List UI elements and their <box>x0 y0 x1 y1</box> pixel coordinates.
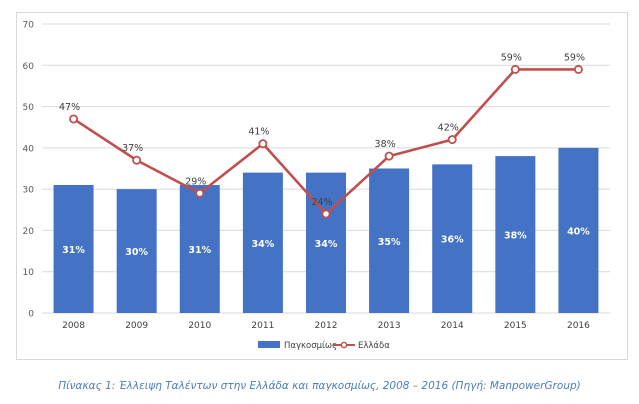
line-point <box>132 155 142 165</box>
legend-marker <box>340 341 348 349</box>
line-data-label: 41% <box>248 127 269 138</box>
line-point <box>195 188 205 198</box>
bar <box>242 172 283 313</box>
x-tick-label: 2016 <box>567 321 590 331</box>
bar-data-label: 31% <box>188 245 211 256</box>
x-tick-label: 2008 <box>62 321 85 331</box>
y-tick-label: 30 <box>23 186 35 196</box>
bar <box>495 156 536 313</box>
line-point <box>510 64 520 74</box>
bar <box>116 189 157 313</box>
y-tick-label: 60 <box>23 62 35 72</box>
line-point <box>321 209 331 219</box>
x-tick-label: 2010 <box>188 321 211 331</box>
y-tick-label: 10 <box>23 268 35 278</box>
bar <box>432 164 473 313</box>
bar <box>306 172 346 313</box>
x-tick-label: 2011 <box>251 321 274 331</box>
y-tick-label: 50 <box>23 103 35 113</box>
line-point <box>573 64 583 74</box>
bar-data-label: 40% <box>567 226 590 237</box>
legend-swatch-bar <box>258 341 280 348</box>
line-data-label: 47% <box>59 102 80 113</box>
line-point <box>258 139 268 149</box>
line-point <box>447 135 457 145</box>
x-tick-label: 2009 <box>125 321 148 331</box>
figure-caption: Πίνακας 1: Έλλειψη Ταλέντων στην Ελλάδα … <box>58 380 581 392</box>
line-point <box>384 151 394 161</box>
x-tick-label: 2015 <box>504 321 527 331</box>
bar-data-label: 38% <box>504 231 527 242</box>
bar-data-label: 35% <box>378 237 401 248</box>
line-data-label: 37% <box>122 143 143 154</box>
bar <box>53 185 94 313</box>
line-data-label: 42% <box>438 123 459 134</box>
bar-data-label: 31% <box>62 245 85 256</box>
bar-data-label: 36% <box>441 235 464 246</box>
line-data-label: 24% <box>311 197 332 208</box>
bar <box>179 185 220 313</box>
y-tick-label: 20 <box>23 227 35 237</box>
x-tick-label: 2014 <box>441 321 464 331</box>
bar-data-label: 34% <box>315 239 338 250</box>
bar-data-label: 30% <box>125 247 148 258</box>
line-data-label: 38% <box>375 139 396 150</box>
chart-frame <box>16 12 628 360</box>
y-tick-label: 70 <box>23 21 35 31</box>
x-tick-label: 2012 <box>315 321 338 331</box>
line-data-label: 29% <box>185 176 206 187</box>
legend-label: Ελλάδα <box>358 341 390 351</box>
legend-label: Παγκοσμίως <box>284 341 337 351</box>
x-tick-label: 2013 <box>378 321 401 331</box>
bar <box>369 168 410 313</box>
bar <box>558 147 599 313</box>
y-tick-label: 0 <box>28 310 34 320</box>
bar-data-label: 34% <box>252 239 275 250</box>
line-data-label: 59% <box>501 52 522 63</box>
y-tick-label: 40 <box>23 144 35 154</box>
line-data-label: 59% <box>564 52 585 63</box>
line-point <box>69 114 79 124</box>
combo-chart: 0 10 20 30 40 50 60 70 2008 2009 2010 2011 2012 2013 2… <box>23 21 610 351</box>
